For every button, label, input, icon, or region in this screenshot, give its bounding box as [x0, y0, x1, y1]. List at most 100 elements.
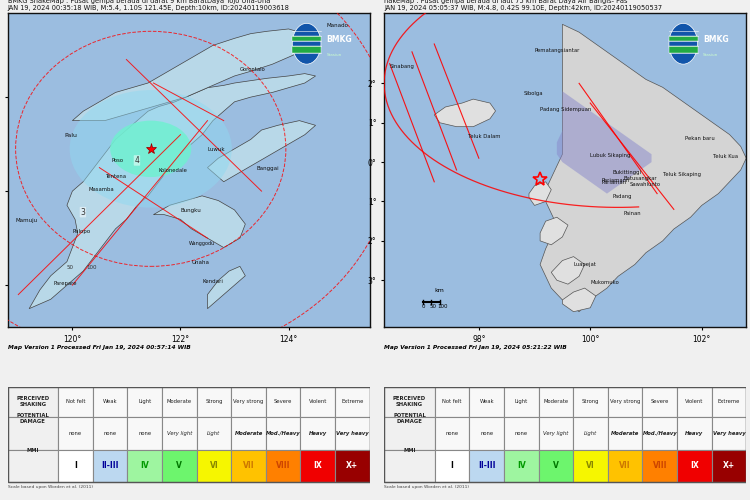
Text: Mod./Heavy: Mod./Heavy — [643, 431, 677, 436]
Bar — [231, 386, 266, 417]
Text: Sinabang: Sinabang — [390, 64, 415, 68]
Text: 100: 100 — [86, 264, 96, 270]
Text: Very light: Very light — [166, 431, 192, 436]
Text: Mamuju: Mamuju — [16, 218, 38, 222]
Text: 50: 50 — [430, 304, 436, 309]
Bar — [538, 417, 573, 450]
Bar — [384, 386, 435, 417]
Bar — [573, 417, 608, 450]
Text: PERCEIVED
SHAKING: PERCEIVED SHAKING — [393, 396, 426, 407]
Text: Mod./Heavy: Mod./Heavy — [266, 431, 301, 436]
Text: Padang Sidempuan: Padang Sidempuan — [540, 107, 591, 112]
Bar — [643, 450, 677, 482]
Polygon shape — [540, 217, 568, 245]
Text: 4: 4 — [134, 156, 140, 165]
Text: Tentena: Tentena — [106, 174, 128, 180]
Text: Moderate: Moderate — [235, 431, 262, 436]
Text: 3: 3 — [80, 208, 86, 216]
Bar — [608, 417, 643, 450]
Bar — [162, 417, 196, 450]
Bar — [643, 386, 677, 417]
Bar — [470, 450, 504, 482]
Bar — [384, 417, 435, 450]
Text: Gorontalo: Gorontalo — [240, 68, 266, 72]
Text: Painan: Painan — [624, 212, 641, 216]
Text: Violent: Violent — [308, 400, 327, 404]
Text: VIII: VIII — [652, 462, 667, 470]
Text: IX: IX — [690, 462, 699, 470]
Bar — [677, 386, 712, 417]
Text: Very heavy: Very heavy — [336, 431, 369, 436]
Bar — [8, 450, 59, 482]
Text: 50: 50 — [67, 264, 74, 270]
Polygon shape — [556, 91, 652, 194]
Bar — [384, 386, 746, 482]
Text: hakeMap : Pusat gempa berada di laut 75 km Barat Daya Air Bangis- Pas
JAN 19, 20: hakeMap : Pusat gempa berada di laut 75 … — [384, 0, 662, 10]
Bar — [231, 450, 266, 482]
Text: Pekan baru: Pekan baru — [685, 136, 715, 141]
Text: Severe: Severe — [274, 400, 292, 404]
Text: II-III: II-III — [478, 462, 496, 470]
Text: Scale based upon Worden et al. (2011): Scale based upon Worden et al. (2011) — [384, 486, 469, 490]
Bar — [712, 450, 746, 482]
Text: Mukomuko: Mukomuko — [590, 280, 619, 285]
Bar — [266, 417, 301, 450]
Bar — [266, 386, 301, 417]
Bar — [573, 450, 608, 482]
Text: Scale based upon Worden et al. (2011): Scale based upon Worden et al. (2011) — [8, 486, 92, 490]
Text: none: none — [446, 431, 459, 436]
Bar — [435, 417, 470, 450]
Text: Sibolga: Sibolga — [524, 91, 543, 96]
Text: IV: IV — [517, 462, 526, 470]
Text: Kolonedale: Kolonedale — [159, 168, 188, 173]
Bar — [93, 386, 128, 417]
Text: none: none — [69, 431, 82, 436]
Text: POTENTIAL
DAMAGE: POTENTIAL DAMAGE — [393, 412, 426, 424]
Ellipse shape — [110, 120, 191, 177]
Text: Weak: Weak — [479, 400, 494, 404]
Bar — [504, 450, 538, 482]
Bar — [335, 417, 370, 450]
Text: Bukittinggi: Bukittinggi — [613, 170, 641, 175]
Bar — [435, 386, 470, 417]
Text: Palopo: Palopo — [72, 230, 91, 234]
Text: Padang: Padang — [613, 194, 632, 198]
Text: Extreme: Extreme — [718, 400, 740, 404]
Text: Light: Light — [584, 431, 597, 436]
Polygon shape — [72, 29, 316, 120]
Text: Heavy: Heavy — [686, 431, 703, 436]
Text: VI: VI — [586, 462, 595, 470]
Text: VII: VII — [620, 462, 631, 470]
Text: VIII: VIII — [276, 462, 290, 470]
Text: Very light: Very light — [543, 431, 568, 436]
Bar — [266, 450, 301, 482]
Bar — [643, 417, 677, 450]
Text: Poso: Poso — [112, 158, 124, 163]
Bar — [301, 450, 335, 482]
Text: Lubuk Sikaping: Lubuk Sikaping — [590, 154, 631, 158]
Text: Banggai: Banggai — [256, 166, 279, 171]
Bar — [335, 386, 370, 417]
Bar — [8, 386, 370, 482]
Bar — [712, 417, 746, 450]
Text: Strong: Strong — [206, 400, 223, 404]
Bar — [8, 417, 59, 450]
Polygon shape — [208, 266, 245, 308]
Bar — [712, 386, 746, 417]
Text: none: none — [514, 431, 528, 436]
Text: POTENTIAL
DAMAGE: POTENTIAL DAMAGE — [16, 412, 50, 424]
Text: 0: 0 — [422, 304, 425, 309]
Text: Pariaman: Pariaman — [602, 180, 626, 185]
Text: Map Version 1 Processed Fri Jan 19, 2024 00:57:14 WIB: Map Version 1 Processed Fri Jan 19, 2024… — [8, 345, 190, 350]
Bar — [470, 417, 504, 450]
Text: Bungku: Bungku — [181, 208, 201, 214]
Text: IX: IX — [314, 462, 322, 470]
Text: V: V — [176, 462, 182, 470]
Text: VI: VI — [209, 462, 218, 470]
Text: Strong: Strong — [582, 400, 599, 404]
Text: Palu: Palu — [64, 133, 77, 138]
Text: Wanggodu: Wanggodu — [188, 241, 214, 246]
Text: none: none — [138, 431, 152, 436]
Text: Light: Light — [207, 431, 220, 436]
Polygon shape — [551, 256, 585, 284]
